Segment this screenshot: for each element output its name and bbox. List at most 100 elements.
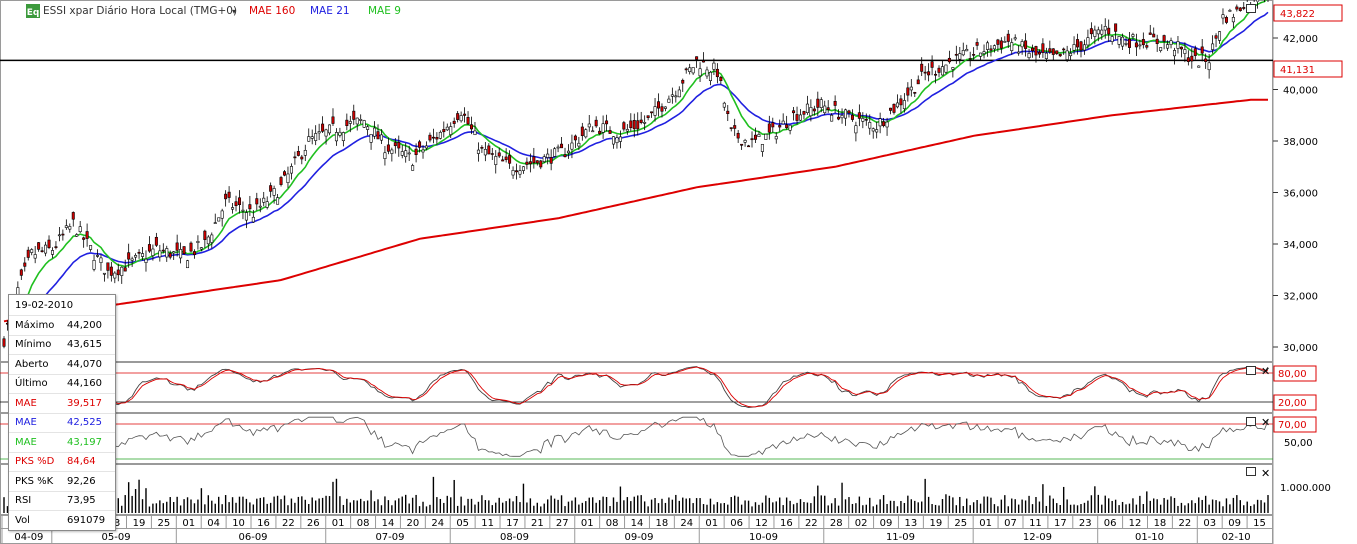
candle-body: [913, 92, 917, 94]
day-label: 16: [257, 518, 270, 529]
candle-body: [1058, 53, 1062, 57]
candle-body: [359, 118, 363, 121]
day-label: 22: [1178, 518, 1191, 529]
candle-body: [573, 135, 577, 141]
candle-body: [165, 248, 169, 258]
resistance-label: 41,131: [1280, 65, 1315, 76]
stoch-maximize-icon[interactable]: [1246, 366, 1256, 375]
chart-title[interactable]: ESSI xpar Diário Hora Local (TMG+0): [43, 5, 237, 17]
candle-body: [196, 240, 200, 243]
candle-body: [985, 42, 989, 50]
day-label: 01: [182, 518, 195, 529]
candle-body: [324, 129, 328, 137]
price-panel[interactable]: [0, 0, 1273, 362]
candle-body: [23, 262, 27, 267]
candle-body: [1176, 41, 1180, 49]
info-row: RSI 73,95: [9, 492, 115, 511]
candle-body: [154, 236, 158, 246]
candle-body: [189, 242, 193, 252]
candle-body: [411, 165, 415, 171]
info-row-label: Último: [15, 378, 48, 390]
candle-body: [958, 53, 962, 60]
candle-body: [712, 62, 716, 70]
candle-body: [1027, 52, 1031, 59]
candle-body: [137, 251, 141, 254]
candle-body: [774, 136, 778, 140]
candle-body: [210, 234, 214, 243]
candle-body: [653, 106, 657, 116]
month-label: 05-09: [102, 532, 131, 543]
stoch-close-icon[interactable]: ✕: [1261, 365, 1270, 378]
candle-body: [237, 197, 241, 206]
maximize-icon[interactable]: [1246, 4, 1256, 13]
ma21-legend[interactable]: MAE 21: [310, 5, 350, 17]
rsi-line: [14, 416, 1269, 457]
rsi-panel[interactable]: [0, 413, 1273, 464]
candle-body: [206, 236, 210, 245]
stoch-lower-label: 20,00: [1278, 398, 1307, 409]
candle-body: [431, 136, 435, 139]
rsi-maximize-icon[interactable]: [1246, 417, 1256, 426]
vol-maximize-icon[interactable]: [1246, 467, 1256, 476]
info-row: Mínimo 43,615: [9, 336, 115, 355]
vol-close-icon[interactable]: ✕: [1261, 467, 1270, 480]
candle-body: [857, 112, 861, 119]
candle-body: [213, 222, 217, 224]
candle-body: [224, 193, 228, 200]
candle-body: [643, 121, 647, 124]
ma160-legend[interactable]: MAE 160: [249, 5, 295, 17]
candle-body: [847, 110, 851, 114]
candle-body: [542, 156, 546, 162]
day-label: 18: [656, 518, 669, 529]
candle-body: [663, 106, 667, 109]
candle-body: [757, 134, 761, 137]
candle-body: [670, 94, 674, 97]
candle-body: [802, 111, 806, 115]
candle-body: [944, 64, 948, 73]
candle-body: [1231, 17, 1235, 23]
rsi-close-icon[interactable]: ✕: [1261, 416, 1270, 429]
candle-body: [1107, 27, 1111, 35]
y-tick-label: 38,000: [1283, 137, 1318, 148]
candle-body: [1204, 58, 1208, 62]
candle-body: [920, 63, 924, 72]
candle-body: [982, 51, 986, 55]
ma9-legend[interactable]: MAE 9: [368, 5, 401, 17]
candle-body: [639, 119, 643, 123]
stochastic-panel[interactable]: [0, 362, 1273, 413]
candle-body: [1010, 42, 1014, 51]
candle-body: [1179, 46, 1183, 50]
candle-body: [577, 142, 581, 147]
candle-body: [1224, 17, 1228, 23]
candle-body: [1256, 0, 1260, 2]
rsi-mid-label: 50,00: [1284, 438, 1313, 449]
candle-body: [1200, 46, 1204, 54]
month-label: 11-09: [886, 532, 915, 543]
info-row: Aberto 44,070: [9, 355, 115, 375]
candle-body: [934, 73, 938, 76]
candle-body: [850, 114, 854, 120]
candle-body: [227, 191, 231, 198]
candle-body: [909, 86, 913, 91]
candle-body: [1148, 32, 1152, 35]
candle-body: [826, 107, 830, 110]
candle-body: [816, 98, 820, 108]
candle-body: [1141, 39, 1145, 46]
title-dropdown-icon[interactable]: ▾: [232, 7, 236, 16]
candle-body: [940, 66, 944, 76]
candle-body: [449, 126, 453, 135]
candle-body: [1127, 38, 1131, 48]
candle-body: [1044, 52, 1048, 59]
data-window[interactable]: 19-02-2010 Máximo 44,200 Mínimo 43,615 Abert…: [8, 294, 116, 531]
candle-body: [217, 217, 221, 222]
candle-body: [702, 60, 706, 63]
candle-body: [141, 253, 145, 257]
day-label: 26: [307, 518, 320, 529]
candle-body: [106, 262, 110, 271]
info-row-label: MAE: [15, 417, 37, 429]
candle-body: [1183, 49, 1187, 54]
candle-body: [601, 123, 605, 133]
candle-body: [937, 67, 941, 73]
candle-body: [830, 114, 834, 122]
